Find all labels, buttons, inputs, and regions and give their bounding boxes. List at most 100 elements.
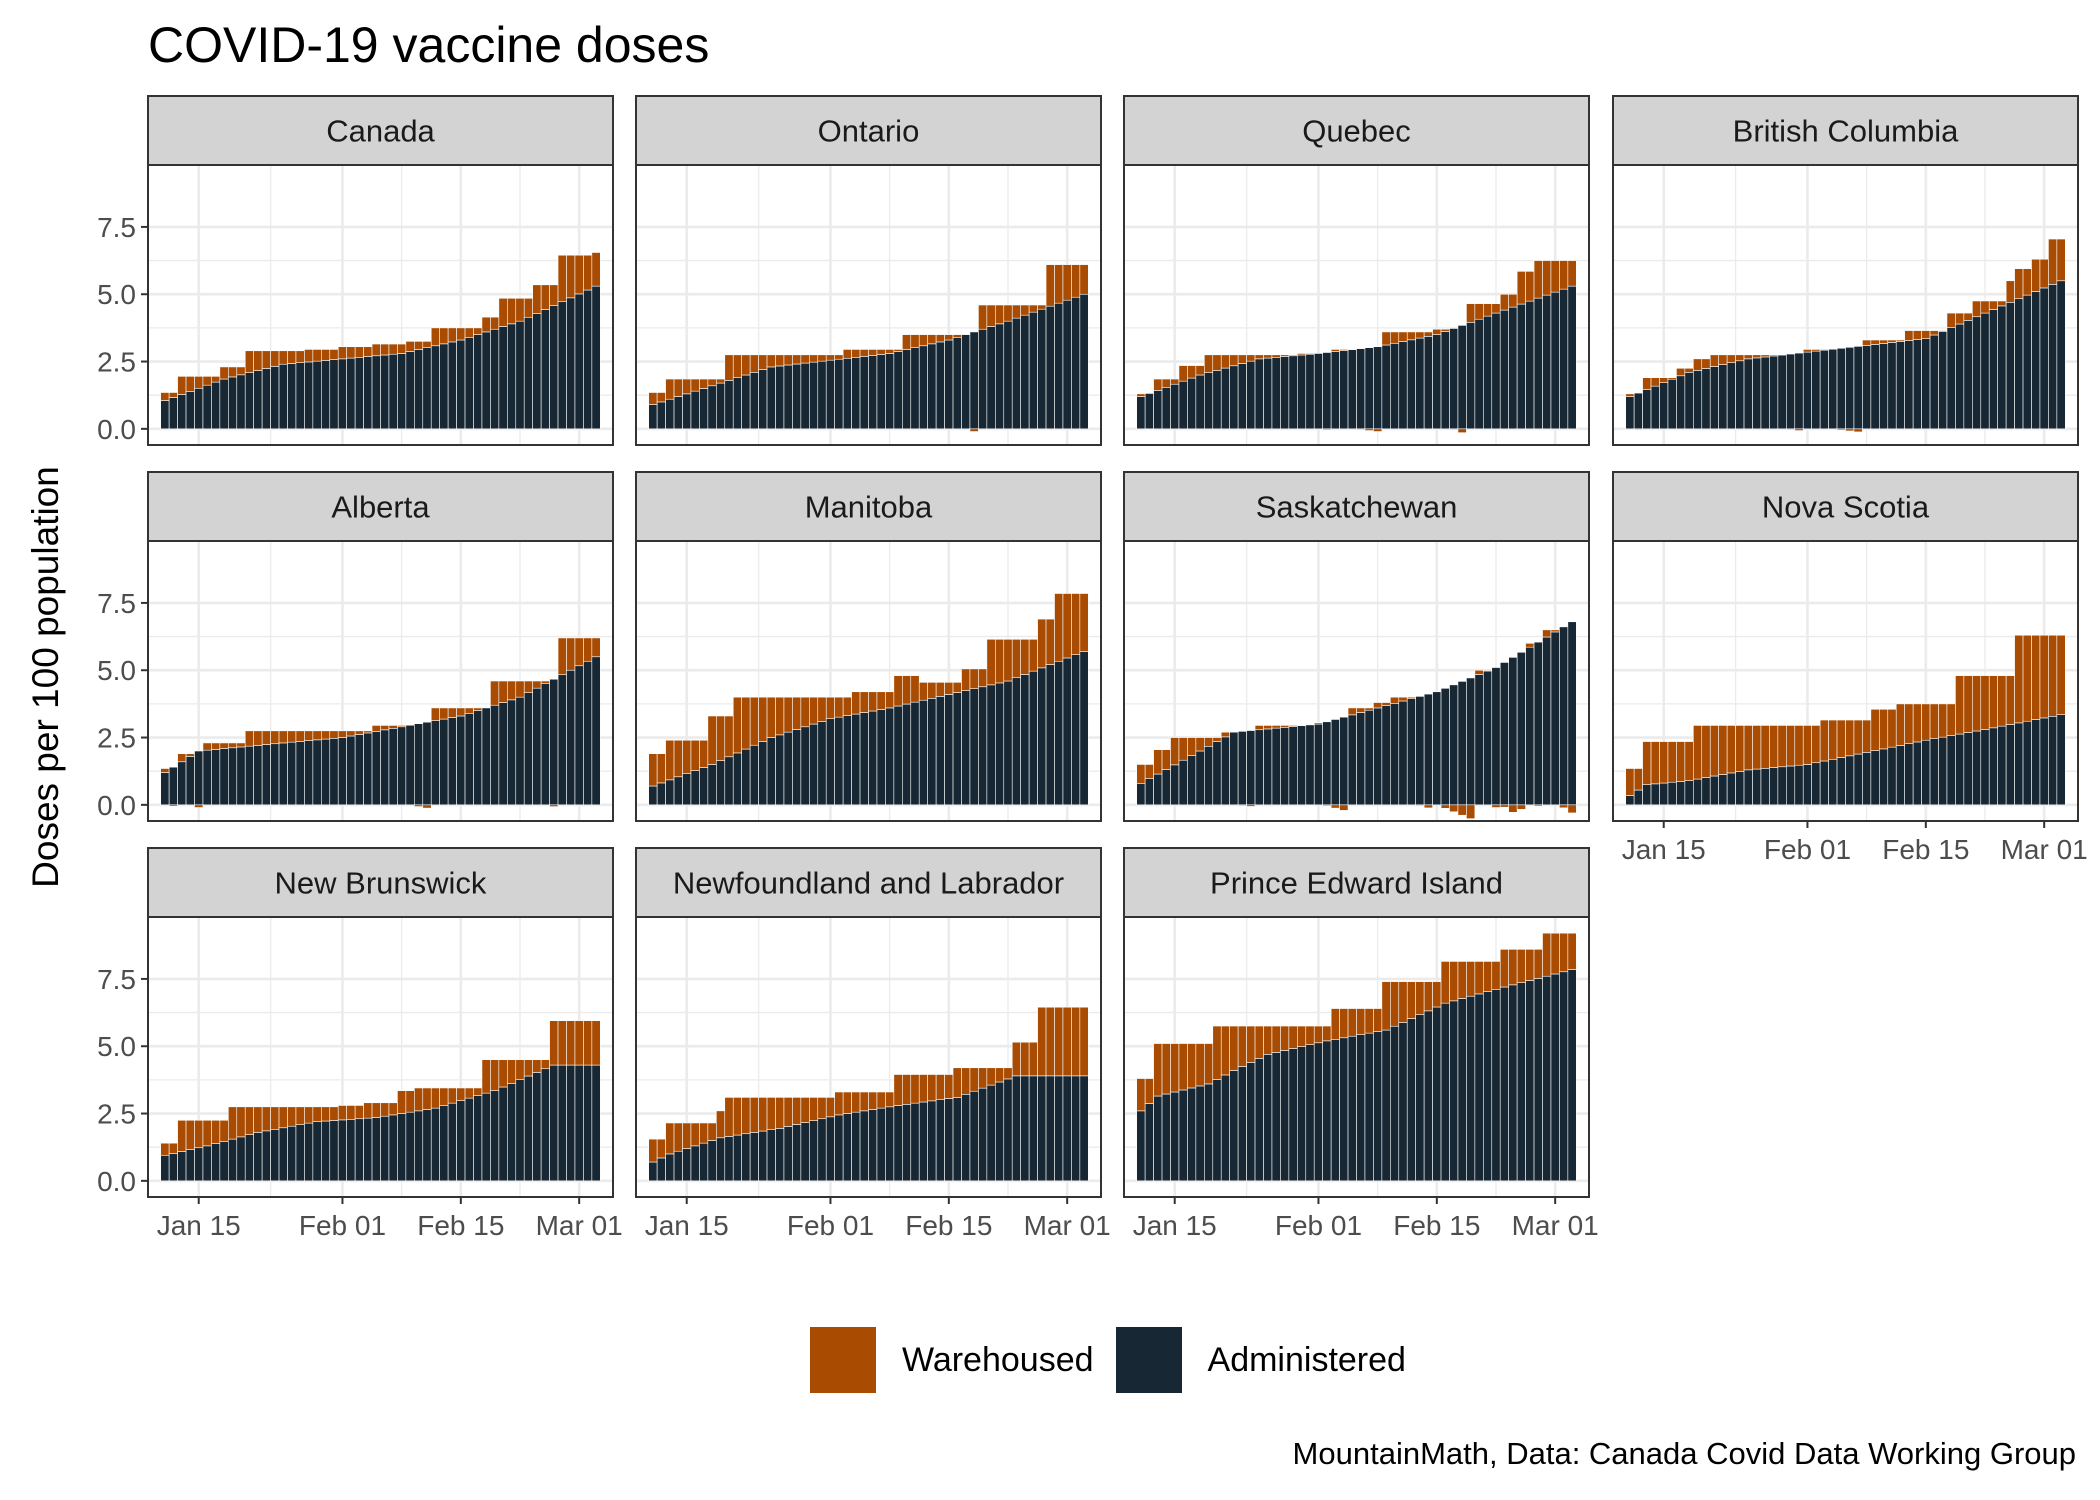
bar-warehoused [1271, 725, 1281, 729]
bar-administered [1525, 300, 1535, 430]
bar-administered [1625, 795, 1635, 806]
bar-warehoused [876, 349, 886, 355]
bar-administered [1819, 349, 1829, 430]
bar-administered [439, 1105, 449, 1182]
bar-warehoused [1853, 719, 1863, 755]
bar-administered [1390, 342, 1400, 430]
bar-warehoused [515, 680, 525, 698]
bar-administered [851, 1111, 861, 1182]
bar-warehoused [532, 680, 542, 689]
bar-administered [1769, 355, 1779, 430]
bar-warehoused [986, 304, 996, 327]
bar-administered [380, 1115, 390, 1182]
bar-warehoused [1432, 981, 1442, 1008]
bar-administered [1743, 769, 1753, 806]
bar-warehoused [270, 1106, 280, 1130]
bar-administered [2031, 719, 2041, 806]
bar-warehoused [1045, 264, 1055, 307]
facet-strip-label: Prince Edward Island [1210, 866, 1503, 901]
caption: MountainMath, Data: Canada Covid Data Wo… [1292, 1436, 2076, 1471]
bar-administered [1845, 755, 1855, 806]
x-tick-label: Feb 01 [787, 1210, 874, 1241]
bar-warehoused [1322, 428, 1332, 431]
bar-warehoused [1212, 737, 1222, 742]
bar-administered [321, 738, 331, 806]
x-tick-label: Jan 15 [157, 1210, 241, 1241]
x-tick-label: Feb 01 [299, 1210, 386, 1241]
bar-warehoused [540, 284, 550, 310]
bar-warehoused [656, 392, 666, 403]
bar-administered [783, 1126, 793, 1182]
bar-administered [1642, 784, 1652, 806]
bar-warehoused [1054, 264, 1064, 304]
bar-warehoused [591, 1020, 601, 1066]
bar-administered [986, 1084, 996, 1182]
bar-administered [219, 748, 229, 806]
bar-administered [1161, 387, 1171, 430]
bar-warehoused [1972, 300, 1982, 318]
bar-warehoused [1330, 349, 1340, 352]
bar-warehoused [885, 349, 895, 354]
bar-warehoused [1246, 804, 1256, 807]
bar-warehoused [1709, 725, 1719, 777]
bar-administered [927, 343, 937, 430]
bar-warehoused [371, 725, 381, 732]
bar-administered [1769, 767, 1779, 806]
bar-administered [253, 745, 263, 806]
bar-warehoused [1415, 804, 1425, 806]
bar-administered [1195, 374, 1205, 430]
bar-warehoused [202, 376, 212, 386]
bar-administered [1836, 757, 1846, 806]
facet-ontario: Ontario [635, 95, 1102, 446]
bar-warehoused [1769, 354, 1779, 357]
bar-administered [1483, 991, 1493, 1182]
panel-border [635, 916, 1102, 1198]
bar-warehoused [1136, 764, 1146, 784]
bar-warehoused [236, 366, 246, 376]
bar-administered [1153, 773, 1163, 806]
bar-administered [1955, 323, 1965, 430]
bar-warehoused [168, 804, 178, 807]
bar-warehoused [1760, 725, 1770, 769]
bar-administered [295, 362, 305, 430]
bar-warehoused [1533, 260, 1543, 299]
bar-administered [337, 358, 347, 430]
bar-warehoused [2039, 258, 2049, 289]
bar-warehoused [464, 327, 474, 338]
facet-strip-label: Canada [326, 114, 435, 149]
y-axis: 0.0 2.5 5.0 7.5 [97, 212, 148, 445]
x-tick-label: Mar 01 [2001, 834, 2088, 865]
bar-administered [346, 1119, 356, 1182]
bar-administered [1895, 341, 1905, 430]
bar-warehoused [1339, 349, 1349, 351]
bar-warehoused [1161, 1043, 1171, 1095]
bar-administered [995, 323, 1005, 430]
bar-warehoused [1980, 300, 1990, 314]
bar-warehoused [464, 1087, 474, 1099]
bar-warehoused [211, 742, 221, 750]
bar-administered [766, 366, 776, 430]
bar-warehoused [1802, 725, 1812, 765]
bar-warehoused [1921, 330, 1931, 339]
bar-administered [1726, 772, 1736, 806]
bar-administered [1330, 1039, 1340, 1182]
bar-warehoused [1254, 725, 1264, 731]
bar-administered [1997, 725, 2007, 806]
bar-warehoused [952, 682, 962, 693]
bar-warehoused [1625, 393, 1635, 397]
bar-warehoused [792, 1097, 802, 1125]
y-tick-label: 7.5 [97, 212, 136, 243]
bar-administered [1381, 344, 1391, 430]
bar-administered [986, 684, 996, 806]
bar-warehoused [1693, 358, 1703, 371]
facet-strip-label: Newfoundland and Labrador [673, 866, 1064, 901]
facet-strip [635, 847, 1102, 918]
bar-warehoused [902, 1074, 912, 1105]
bar-administered [1288, 355, 1298, 430]
bar-administered [583, 289, 593, 430]
bar-warehoused [1390, 331, 1400, 344]
bar-warehoused [1288, 354, 1298, 357]
bar-warehoused [809, 1097, 819, 1121]
bar-warehoused [498, 1059, 508, 1088]
